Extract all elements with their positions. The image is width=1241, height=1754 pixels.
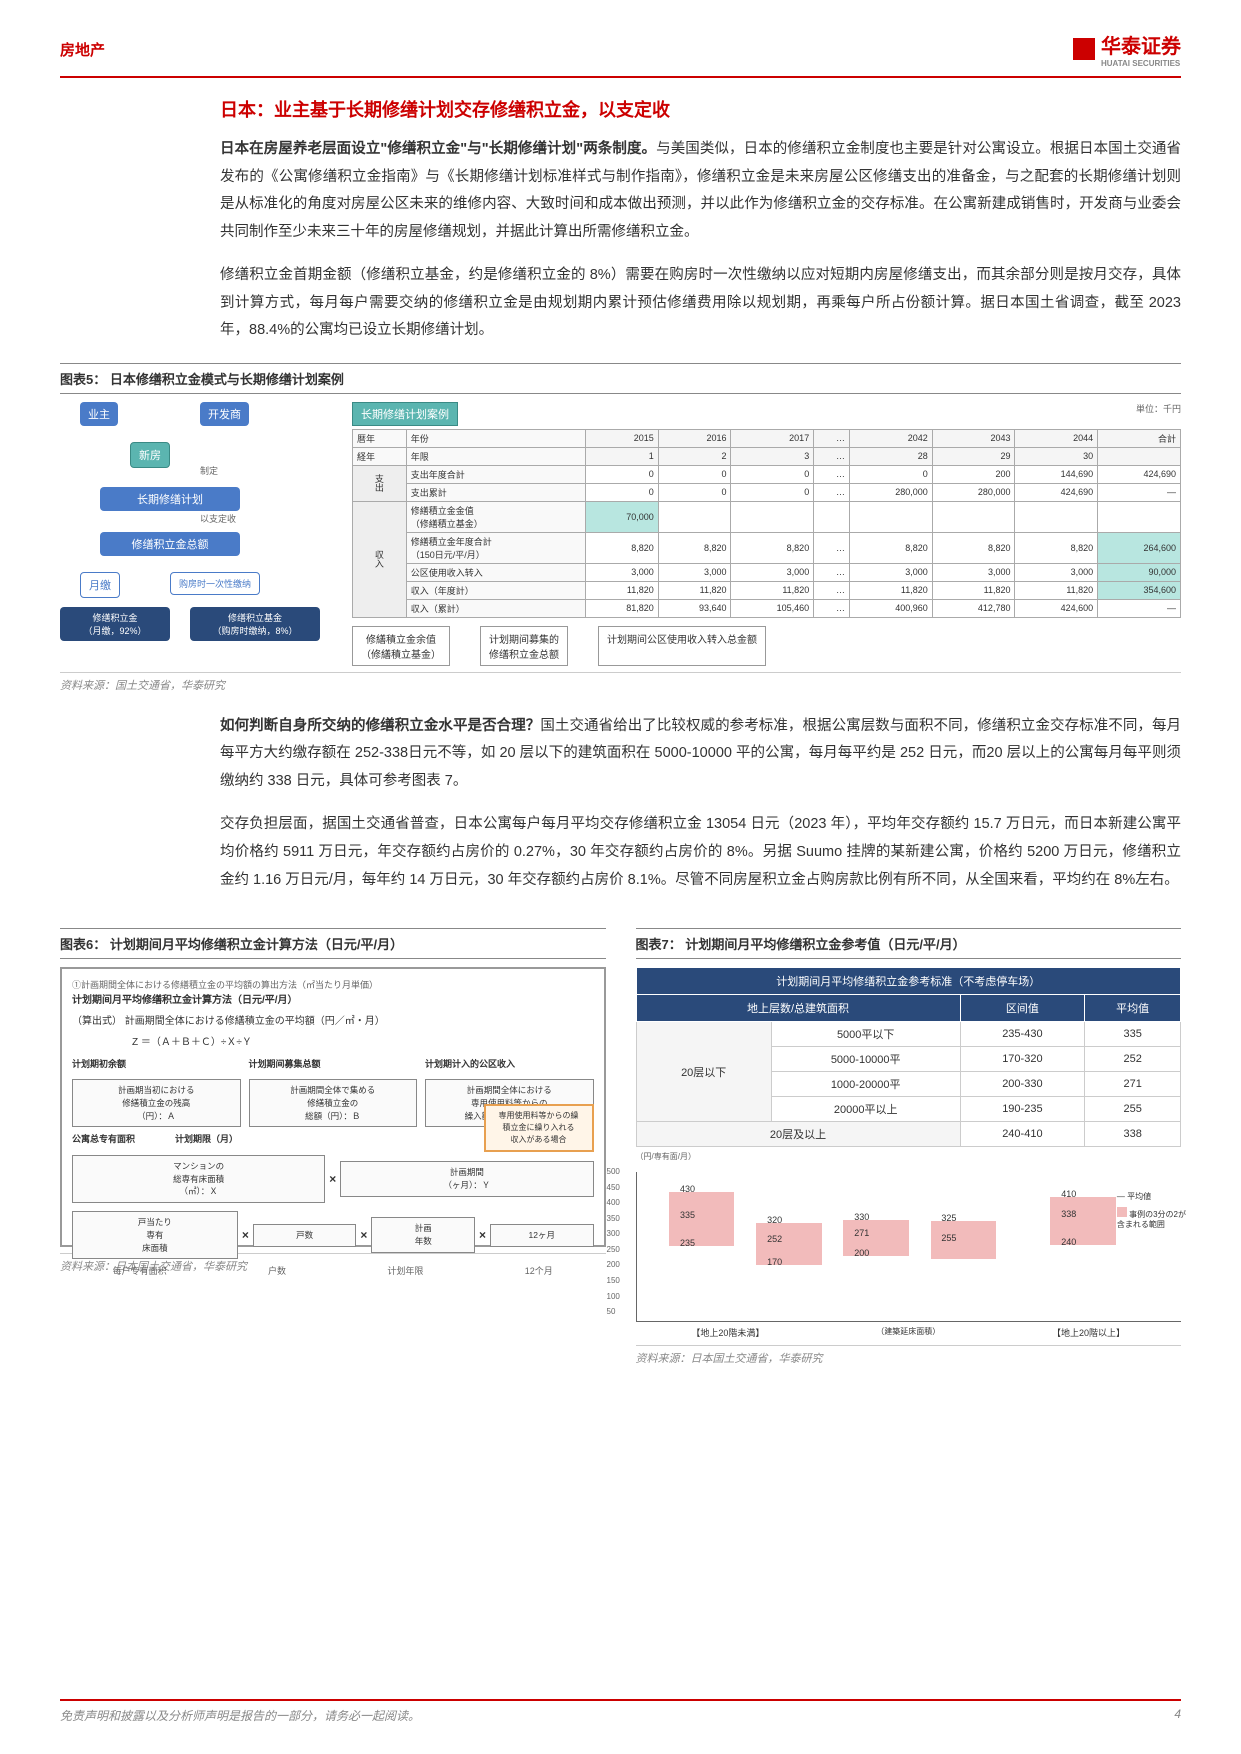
fig6-row2: マンションの 総専有床面積 （㎡）：Ｘ × 計画期間 （ヶ月）：Ｙ xyxy=(72,1155,594,1203)
flow-total: 修缮积立金总额 xyxy=(100,532,240,556)
p1-bold: 日本在房屋养老层面设立"修缮积立金"与"长期修缮计划"两条制度。 xyxy=(220,141,656,157)
fig6-formula-lbl: （算出式） 計画期間全体における修繕積立金の平均額（円／㎡・月） xyxy=(72,1014,594,1029)
section-title: 日本：业主基于长期修缮计划交存修缮积立金，以支定收 xyxy=(220,96,1181,122)
logo-text: 华泰证券 xyxy=(1101,36,1181,58)
case-row-year: 暦年年份201520162017…204220432044合計 xyxy=(353,429,1181,447)
fig5-title: 图表5： 日本修缮积立金模式与长期修缮计划案例 xyxy=(60,363,1181,394)
page-footer: 免责声明和披露以及分析师声明是报告的一部分，请务必一起阅读。 4 xyxy=(60,1699,1181,1724)
disclaimer-text: 免责声明和披露以及分析师声明是报告的一部分，请务必一起阅读。 xyxy=(60,1707,420,1724)
case-annotations: 修繕積立金余值 （修繕積立基金） 计划期间募集的 修缮积立金总额 计划期间公区使… xyxy=(352,626,1181,666)
flow-monthly: 月缴 xyxy=(80,572,120,598)
fig6-cell2-0: マンションの 総専有床面積 （㎡）：Ｘ xyxy=(72,1155,325,1203)
fig7-title: 图表7： 计划期间月平均修缮积立金参考值（日元/平/月） xyxy=(636,928,1182,959)
fig5-case-table: 长期修缮计划案例 単位：千円 暦年年份201520162017…20422043… xyxy=(352,402,1181,666)
paragraph-1: 日本在房屋养老层面设立"修缮积立金"与"长期修缮计划"两条制度。与美国类似，日本… xyxy=(220,136,1181,246)
logo-subtext: HUATAI SECURITIES xyxy=(1101,59,1181,68)
flow-onetime: 购房时一次性缴纳 xyxy=(170,572,260,595)
fig6-column: 图表6： 计划期间月平均修缮积立金计算方法（日元/平/月） ①計画期間全体におけ… xyxy=(60,910,606,1366)
flow-lbl-pay: 以支定收 xyxy=(200,512,236,525)
logo-icon xyxy=(1073,38,1095,60)
fig6-hdr2-1: 计划期限（月） xyxy=(175,1133,238,1147)
flow-lbl-make: 制定 xyxy=(200,464,218,477)
flow-fund8: 修缮积立基金 （购房时缴纳，8%） xyxy=(190,607,320,641)
fig7-col-2: 平均值 xyxy=(1085,995,1181,1022)
fig7-xaxis: 【地上20階未満】 （建築延床面積） 【地上20階以上】 xyxy=(636,1326,1182,1339)
fig6-title: 图表6： 计划期间月平均修缮积立金计算方法（日元/平/月） xyxy=(60,928,606,959)
fig6-cn: 计划期间月平均修缮积立金计算方法（日元/平/月） xyxy=(72,993,594,1008)
fig7-xg-1: （建築延床面積） xyxy=(876,1326,940,1339)
fig7-table: 计划期间月平均修缮积立金参考标准（不考虑停车场） 地上层数/总建筑面积 区间值 … xyxy=(636,967,1182,1147)
mul-icon: × xyxy=(360,1226,367,1244)
page-number: 4 xyxy=(1174,1707,1181,1724)
fig6-r3-1: 戸数 xyxy=(253,1224,357,1247)
fig7-col-1: 区间值 xyxy=(960,995,1085,1022)
paragraph-3: 如何判断自身所交纳的修缮积立金水平是否合理？国土交通省给出了比较权威的参考标准，… xyxy=(220,713,1181,796)
fig6-hdr2-0: 公寓总专有面积 xyxy=(72,1133,135,1147)
case-row-age: 経年年限123…282930 xyxy=(353,447,1181,465)
page-header: 房地产 华泰证券 HUATAI SECURITIES xyxy=(60,30,1181,78)
fig6-r3-3: 12ヶ月 xyxy=(490,1224,594,1247)
fig6-b-2: 计划年限 xyxy=(387,1265,423,1279)
fig6-cell2-1: 計画期間 （ヶ月）：Ｙ xyxy=(340,1161,593,1197)
mul-icon: × xyxy=(329,1170,336,1188)
annot-1: 计划期间募集的 修缮积立金总额 xyxy=(480,626,568,666)
fig5-source: 资料来源：国土交通省，华泰研究 xyxy=(60,672,1181,693)
mul-icon: × xyxy=(479,1226,486,1244)
fig7-chart: 5004504003503002502001501005043033523532… xyxy=(636,1172,1182,1322)
fig7-xg-0: 【地上20階未満】 xyxy=(691,1326,764,1339)
fig7-xg-2: 【地上20階以上】 xyxy=(1052,1326,1125,1339)
fig6-ora: 専用使用料等からの繰 積立金に繰り入れる 収入がある場合 xyxy=(484,1104,594,1152)
fig5-flowchart: 业主 开发商 新房 制定 长期修缮计划 以支定收 修缮积立金总额 月缴 购房时一… xyxy=(60,402,340,642)
flow-plan: 长期修缮计划 xyxy=(100,487,240,511)
fig6-hdr-0: 计划期初余额 xyxy=(72,1058,241,1072)
fig5-content: 业主 开发商 新房 制定 长期修缮计划 以支定收 修缮积立金总额 月缴 购房时一… xyxy=(60,402,1181,666)
case-head: 长期修缮计划案例 xyxy=(352,402,458,426)
fig6-jp: ①計画期間全体における修繕積立金の平均額の算出方法（㎡当たり月単価） xyxy=(72,979,594,993)
fig6-hdr-2: 计划期计入的公区收入 xyxy=(425,1058,594,1072)
flow-owner: 业主 xyxy=(80,402,118,426)
paragraph-4: 交存负担层面，据国土交通省普查，日本公寓每户每月平均交存修缮积立金 13054 … xyxy=(220,811,1181,894)
paragraph-2: 修缮积立金首期金额（修缮积立基金，约是修缮积立金的 8%）需要在购房时一次性缴纳… xyxy=(220,262,1181,345)
mul-icon: × xyxy=(242,1226,249,1244)
fig6-cell-0: 計画期当初における 修繕積立金の残高 （円）：Ａ xyxy=(72,1079,241,1127)
logo: 华泰证券 HUATAI SECURITIES xyxy=(1073,30,1181,68)
case-table: 暦年年份201520162017…204220432044合計 経年年限123…… xyxy=(352,429,1181,618)
fig7-col-0: 地上层数/总建筑面积 xyxy=(636,995,960,1022)
fig7-thead: 计划期间月平均修缮积立金参考标准（不考虑停车场） xyxy=(636,968,1181,995)
fig6-cell-1: 計画期間全体で集める 修繕積立金の 総額（円）：Ｂ xyxy=(249,1079,418,1127)
fig6-r3-0: 戸当たり 専有 床面積 xyxy=(72,1211,238,1259)
annot-0: 修繕積立金余值 （修繕積立基金） xyxy=(352,626,450,666)
case-unit: 単位：千円 xyxy=(1136,402,1181,415)
fig6-hdr-1: 计划期间募集总额 xyxy=(249,1058,418,1072)
fig7-ylabel: （円/専有面/月） xyxy=(636,1151,1182,1162)
fig6-b-3: 12个月 xyxy=(525,1265,553,1279)
fig7-column: 图表7： 计划期间月平均修缮积立金参考值（日元/平/月） 计划期间月平均修缮积立… xyxy=(636,910,1182,1366)
fig7-source: 资料来源：日本国土交通省，华泰研究 xyxy=(636,1345,1182,1366)
category-label: 房地产 xyxy=(60,39,105,60)
fig6-r3-2: 計画 年数 xyxy=(371,1217,475,1253)
fig6-b-0: 每户专有面积 xyxy=(113,1265,167,1279)
flow-fund92: 修缮积立金 （月缴，92%） xyxy=(60,607,170,641)
fig6-hdr-row: 计划期初余额 计划期间募集总额 计划期计入的公区收入 xyxy=(72,1058,594,1072)
fig6-b-1: 户数 xyxy=(268,1265,286,1279)
fig6-formula: Z ＝（Ａ＋Ｂ＋Ｃ）÷Ｘ÷Ｙ xyxy=(132,1035,594,1050)
annot-2: 计划期间公区使用收入转入总金额 xyxy=(598,626,766,666)
flow-newhouse: 新房 xyxy=(130,442,170,468)
flow-dev: 开发商 xyxy=(200,402,249,426)
fig6-bottom: 每户专有面积 户数 计划年限 12个月 xyxy=(72,1265,594,1279)
p3-bold: 如何判断自身所交纳的修缮积立金水平是否合理？ xyxy=(220,718,540,734)
figure-row: 图表6： 计划期间月平均修缮积立金计算方法（日元/平/月） ①計画期間全体におけ… xyxy=(60,910,1181,1366)
fig6-content: ①計画期間全体における修繕積立金の平均額の算出方法（㎡当たり月単価） 计划期间月… xyxy=(60,967,606,1247)
